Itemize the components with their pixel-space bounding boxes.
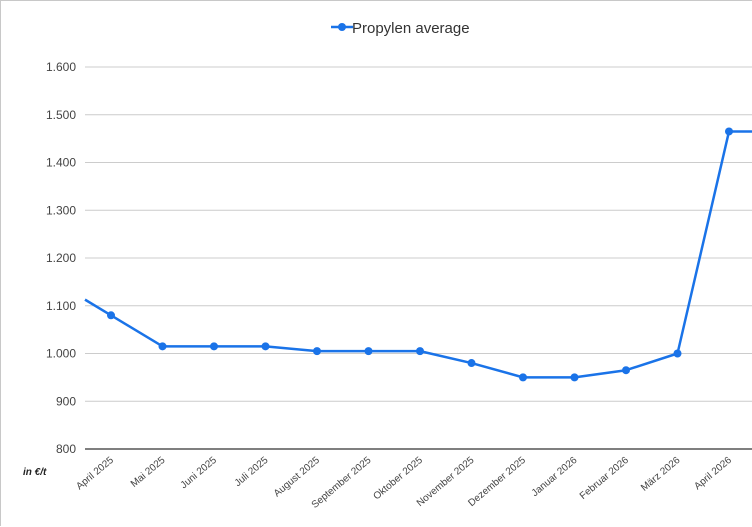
x-tick-label: April 2026 xyxy=(692,455,734,493)
data-point xyxy=(673,349,682,358)
y-tick-label: 1.500 xyxy=(46,108,76,122)
x-tick-label: Juli 2025 xyxy=(233,455,271,489)
data-point xyxy=(158,342,167,351)
series-group xyxy=(84,127,752,382)
x-tick-label: Oktober 2025 xyxy=(371,455,425,503)
grid-lines xyxy=(85,66,752,450)
y-tick-label: 800 xyxy=(56,442,76,456)
y-tick-label: 1.000 xyxy=(46,347,76,361)
y-tick-label: 1.100 xyxy=(46,299,76,313)
data-point xyxy=(725,127,733,136)
chart-legend: Propylen average xyxy=(331,20,470,37)
data-point xyxy=(622,366,630,375)
x-tick-label: April 2025 xyxy=(74,455,116,493)
x-tick-label: Februar 2026 xyxy=(578,455,631,502)
y-tick-label: 1.600 xyxy=(46,60,76,74)
data-point xyxy=(467,359,476,368)
data-point xyxy=(416,347,424,356)
y-tick-label: 1.300 xyxy=(46,203,76,217)
x-tick-label: Juni 2025 xyxy=(179,455,220,492)
data-point xyxy=(261,342,270,351)
legend-label: Propylen average xyxy=(352,20,470,37)
legend-marker xyxy=(338,23,346,31)
data-point xyxy=(364,347,373,356)
data-point xyxy=(570,373,579,382)
series-line xyxy=(84,130,752,379)
x-tick-label: Mai 2025 xyxy=(129,455,168,490)
y-axis-ticks: 800 900 1.000 1.100 1.200 1.300 1.400 1.500 1.60… xyxy=(46,60,76,456)
data-point xyxy=(519,373,527,382)
data-point xyxy=(313,347,321,356)
y-tick-label: 1.200 xyxy=(46,251,76,265)
x-tick-label: Januar 2026 xyxy=(530,455,580,499)
data-point xyxy=(210,342,218,351)
unit-label: in €/t xyxy=(23,467,47,478)
x-tick-label: August 2025 xyxy=(272,455,322,500)
x-axis-ticks: April 2025 Mai 2025 Juni 2025 Juli 2025 Augu… xyxy=(74,455,734,511)
y-tick-label: 1.400 xyxy=(46,156,76,170)
x-tick-label: März 2026 xyxy=(639,455,683,494)
data-point xyxy=(107,311,115,320)
y-tick-label: 900 xyxy=(56,394,76,408)
